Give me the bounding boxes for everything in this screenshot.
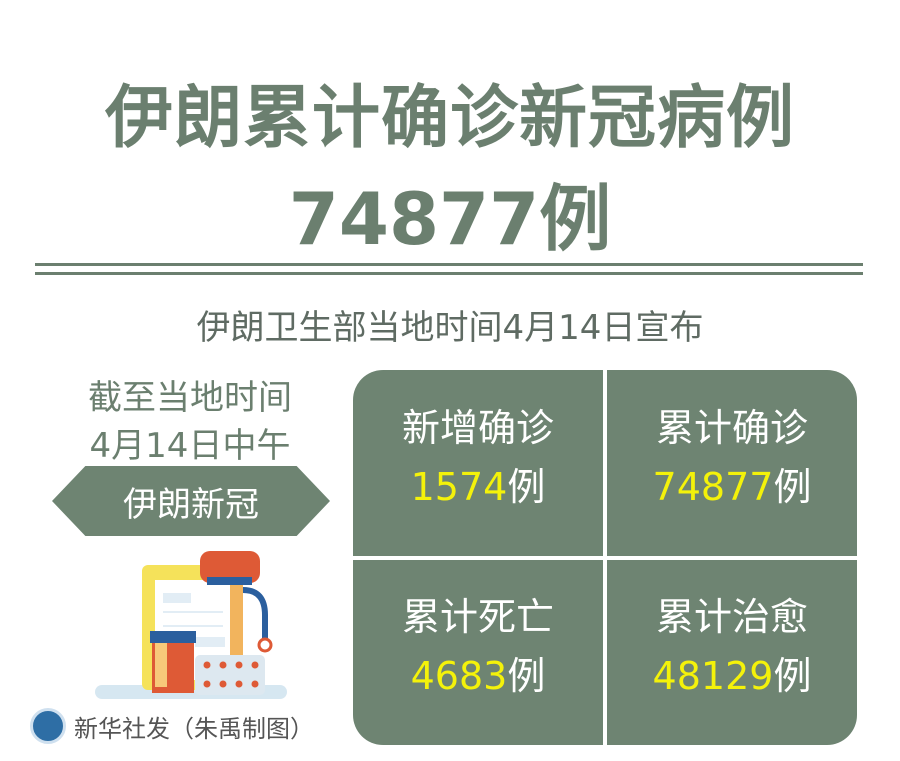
stat-unit: 例	[507, 464, 546, 509]
date-line-1: 截至当地时间	[88, 378, 292, 418]
stat-total-recovered: 累计治愈 48129例	[607, 559, 857, 745]
stat-label: 累计确诊	[655, 405, 808, 450]
stats-grid: 新增确诊 1574例 累计确诊 74877例 累计死亡 4683例 累计治愈 48129…	[353, 370, 857, 745]
stat-total-confirmed: 累计确诊 74877例	[607, 370, 857, 556]
stat-label: 累计治愈	[655, 595, 808, 640]
credit-text: 新华社发（朱禹制图）	[74, 714, 314, 743]
stat-value: 74877	[652, 464, 774, 509]
stat-value: 4683	[410, 654, 508, 699]
date-line-2: 4月14日中午	[89, 426, 291, 466]
footer-credit: 新华社发（朱禹制图）	[30, 708, 314, 744]
medical-clipboard-illustration	[95, 551, 287, 699]
stat-unit: 例	[773, 464, 812, 509]
headline-count: 74877例	[288, 177, 612, 261]
divider	[35, 263, 863, 266]
subtitle: 伊朗卫生部当地时间4月14日宣布	[196, 308, 704, 348]
headline: 伊朗累计确诊新冠病例	[104, 79, 795, 158]
stat-label: 新增确诊	[401, 405, 554, 450]
stat-new-confirmed: 新增确诊 1574例	[353, 370, 603, 556]
stat-unit: 例	[507, 654, 546, 699]
banner-label: 伊朗新冠	[52, 466, 330, 536]
stat-total-deaths: 累计死亡 4683例	[353, 559, 603, 745]
stat-unit: 例	[773, 654, 812, 699]
stat-value: 1574	[410, 464, 508, 509]
xinhua-logo-icon	[30, 708, 66, 744]
divider	[35, 272, 863, 275]
stat-label: 累计死亡	[401, 595, 554, 640]
stat-value: 48129	[652, 654, 774, 699]
